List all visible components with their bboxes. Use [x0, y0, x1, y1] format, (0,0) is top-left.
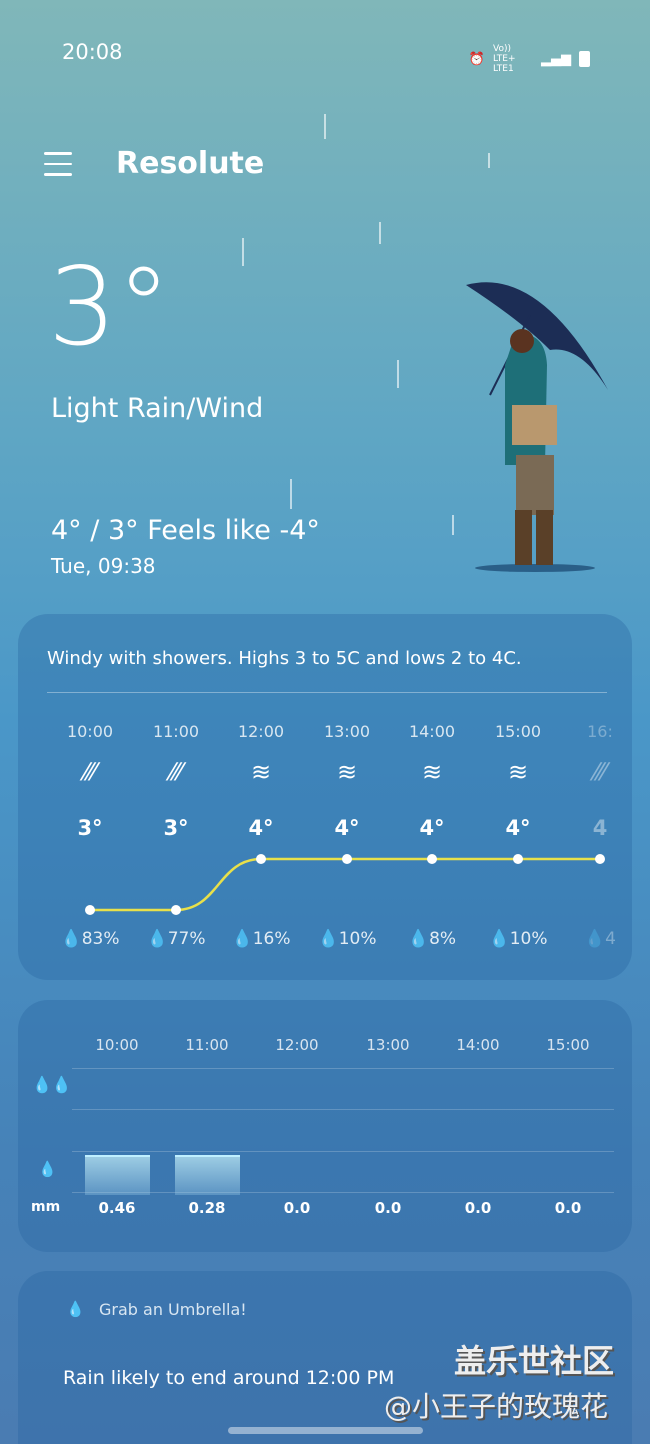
hour-precip-chance: 💧10%	[307, 929, 387, 949]
gridline	[72, 1109, 614, 1110]
drop-icon: 💧	[60, 929, 82, 949]
precip-chance-value: 4	[605, 929, 616, 949]
precip-value: 0.0	[374, 1199, 402, 1217]
hour-precip-chance: 💧4	[560, 929, 640, 949]
gridline	[72, 1151, 614, 1152]
current-condition: Light Rain/Wind	[51, 393, 264, 424]
raindrop	[242, 238, 244, 266]
precip-time: 10:00	[95, 1036, 139, 1054]
current-date: Tue, 09:38	[51, 554, 156, 578]
precip-value: 0.28	[188, 1199, 226, 1217]
umbrella-card	[18, 1271, 632, 1444]
heavy-rain-icon: 💧💧	[32, 1075, 72, 1094]
raindrop	[488, 153, 490, 168]
watermark-line2: @小王子的玫瑰花	[384, 1390, 609, 1423]
precip-chance-value: 10%	[338, 929, 377, 949]
precip-time: 11:00	[185, 1036, 229, 1054]
divider	[47, 692, 607, 693]
hour-temp: 4°	[248, 816, 274, 840]
forecast-summary: Windy with showers. Highs 3 to 5C and lo…	[47, 648, 522, 669]
hour-precip-chance: 💧16%	[221, 929, 301, 949]
rain-icon: ⁄⁄⁄	[83, 758, 97, 786]
watermark-line1: 盖乐世社区	[454, 1342, 615, 1380]
hourly-forecast-card	[18, 614, 632, 980]
rain-icon: ⁄⁄⁄	[593, 758, 607, 786]
precip-chance-value: 8%	[429, 929, 457, 949]
hour-temp: 4°	[334, 816, 360, 840]
wind-icon: ≋	[336, 758, 358, 786]
precip-value: 0.0	[464, 1199, 492, 1217]
hour-time: 13:00	[323, 722, 371, 741]
umbrella-message: Rain likely to end around 12:00 PM	[63, 1367, 395, 1389]
light-rain-icon: 💧	[38, 1160, 57, 1178]
hour-precip-chance: 💧77%	[136, 929, 216, 949]
hour-temp: 4	[592, 816, 608, 840]
drop-icon: 💧	[407, 929, 430, 949]
hour-temp: 3°	[77, 816, 103, 840]
raindrop	[290, 479, 292, 509]
precip-value: 0.46	[98, 1199, 136, 1217]
drop-icon: 💧	[146, 929, 168, 949]
precip-value: 0.0	[283, 1199, 311, 1217]
hour-temp: 3°	[163, 816, 189, 840]
hi-lo-feels: 4° / 3° Feels like -4°	[51, 515, 320, 546]
precipitation-card	[18, 1000, 632, 1252]
precip-time: 12:00	[275, 1036, 319, 1054]
home-indicator[interactable]	[228, 1427, 423, 1434]
drop-icon: 💧	[584, 929, 606, 949]
hour-time: 14:00	[408, 722, 456, 741]
precip-bar	[175, 1155, 240, 1195]
menu-icon[interactable]	[44, 152, 72, 184]
hour-time: 10:00	[66, 722, 114, 741]
precip-chance-value: 83%	[81, 929, 120, 949]
precip-time: 15:00	[546, 1036, 590, 1054]
status-time: 20:08	[62, 40, 123, 64]
drop-icon: 💧	[317, 929, 339, 949]
hour-precip-chance: 💧10%	[478, 929, 558, 949]
raindrop	[452, 515, 454, 535]
wind-icon: ≋	[250, 758, 272, 786]
precip-time: 13:00	[366, 1036, 410, 1054]
gridline	[72, 1192, 614, 1193]
precip-bar	[85, 1155, 150, 1195]
hour-time: 15:00	[494, 722, 542, 741]
precip-chance-value: 10%	[509, 929, 548, 949]
hour-time: 11:00	[152, 722, 200, 741]
hour-precip-chance: 💧8%	[392, 929, 472, 949]
network-label: Vo)) LTE+ LTE1	[493, 44, 516, 74]
hour-precip-chance: 💧83%	[50, 929, 130, 949]
precip-chance-value: 16%	[252, 929, 291, 949]
signal-icon: ▂▄▆	[541, 51, 571, 67]
status-icons: ⏰ Vo)) LTE+ LTE1 ▂▄▆	[469, 44, 590, 74]
precip-chance-value: 77%	[167, 929, 206, 949]
raindrop	[324, 114, 326, 139]
gridline	[72, 1068, 614, 1069]
precip-value: 0.0	[554, 1199, 582, 1217]
hour-temp: 4°	[505, 816, 531, 840]
hour-time: 12:00	[237, 722, 285, 741]
unit-label: mm	[31, 1199, 61, 1215]
raindrop	[397, 360, 399, 388]
alarm-icon: ⏰	[468, 51, 485, 67]
wind-icon: ≋	[507, 758, 529, 786]
wind-icon: ≋	[421, 758, 443, 786]
drop-icon: 💧	[231, 929, 253, 949]
umbrella-person-illustration	[466, 282, 608, 572]
precip-time: 14:00	[456, 1036, 500, 1054]
city-title: Resolute	[116, 146, 265, 181]
hour-time: 16:	[587, 722, 613, 741]
battery-icon	[579, 51, 590, 67]
drop-icon: 💧	[488, 929, 510, 949]
current-temp: 3°	[48, 245, 171, 370]
umbrella-title: Grab an Umbrella!	[99, 1300, 247, 1319]
hour-temp: 4°	[419, 816, 445, 840]
rain-icon: ⁄⁄⁄	[169, 758, 183, 786]
raindrop	[379, 222, 381, 244]
umbrella-drops-icon: 💧	[66, 1300, 85, 1318]
